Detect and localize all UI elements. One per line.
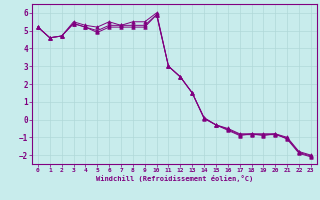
X-axis label: Windchill (Refroidissement éolien,°C): Windchill (Refroidissement éolien,°C) bbox=[96, 175, 253, 182]
